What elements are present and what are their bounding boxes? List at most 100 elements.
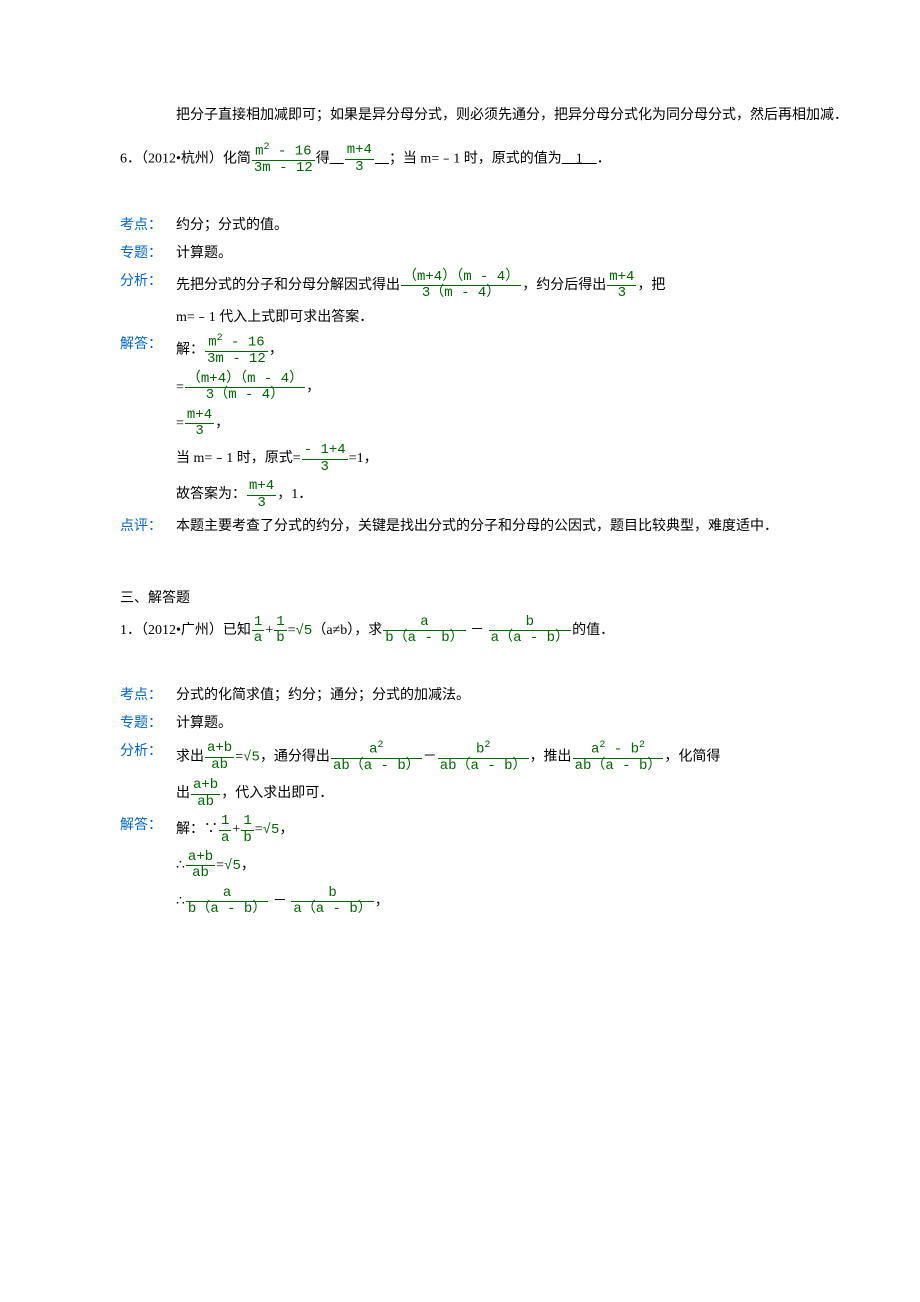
q1-fx-f3e: 2 bbox=[484, 740, 490, 751]
q6-jd-l3eq: = bbox=[176, 416, 184, 431]
q1-f1bn: 1 bbox=[274, 615, 286, 631]
q1-jd-l3f2: ba（a - b） bbox=[291, 886, 373, 918]
q6-jd-l1nt: - 16 bbox=[223, 335, 265, 351]
q1-jd-l1f2d: b bbox=[241, 831, 253, 846]
q6-f1d: 3m - 12 bbox=[252, 161, 315, 176]
q6-jd-l2f: （m+4）（m - 4）3（m - 4） bbox=[185, 372, 305, 404]
q6-jd-l4n: - 1+4 bbox=[302, 443, 348, 459]
q1-f2bn: b bbox=[489, 615, 571, 631]
q1-f1an: 1 bbox=[252, 615, 264, 631]
q1-jd-l3m: － bbox=[273, 894, 287, 909]
q1-fx-lbl: 分析： bbox=[120, 740, 176, 764]
q1-f1a: 1a bbox=[252, 615, 264, 647]
q6-a1d: 3 bbox=[345, 160, 374, 175]
q1-eq: = bbox=[288, 623, 296, 638]
q1-jd-l1: 解：∵1a+1b=√5， bbox=[176, 814, 860, 846]
q6-jd-l5: 故答案为：m+43，1． bbox=[176, 479, 860, 511]
q6-dp-lbl: 点评： bbox=[120, 515, 176, 539]
q6-fx-b: ，约分后得出 bbox=[522, 278, 606, 293]
q1-jd-l2fn: a+b bbox=[186, 850, 215, 866]
q6-jd-l4: 当 m=﹣1 时，原式=- 1+43=1， bbox=[176, 443, 860, 475]
q6-jd-l5n: m+4 bbox=[247, 479, 276, 495]
q1-jd-body: 解：∵1a+1b=√5， ∴a+bab=√5， ∴ab（a - b） － ba（… bbox=[176, 814, 860, 917]
q1-jd-l3f1n: a bbox=[186, 886, 268, 902]
q6-f1n: m bbox=[255, 143, 263, 159]
q1-jd-l1b: ， bbox=[279, 822, 293, 837]
q1-jd-lbl: 解答： bbox=[120, 814, 176, 838]
q1-sqrt: √5 bbox=[296, 623, 313, 639]
q6-fx-f1d: 3（m - 4） bbox=[401, 286, 521, 301]
q1-jd-l1a: 解：∵ bbox=[176, 822, 218, 837]
q6-kd-lbl: 考点： bbox=[120, 214, 176, 238]
q6-jd-l3n: m+4 bbox=[185, 408, 214, 424]
q6-jd-l2: =（m+4）（m - 4）3（m - 4）， bbox=[176, 372, 860, 404]
q6-jd-l5b: ，1． bbox=[277, 487, 312, 502]
q6-jd-l1a: 解： bbox=[176, 343, 204, 358]
q1-jd-l1f2: 1b bbox=[241, 814, 253, 846]
q1-jd-l3: ∴ab（a - b） － ba（a - b）， bbox=[176, 886, 860, 918]
q1-jd-l3a: ∴ bbox=[176, 894, 185, 909]
q6-jd-l1: 解：m2 - 163m - 12， bbox=[176, 333, 860, 367]
q6-fx-f1: （m+4）（m - 4）3（m - 4） bbox=[401, 270, 521, 302]
q1-fx-f2: a2ab（a - b） bbox=[331, 740, 422, 774]
q1-jd-l1f1d: a bbox=[219, 831, 231, 846]
q1-jieda: 解答： 解：∵1a+1b=√5， ∴a+bab=√5， ∴ab（a - b） －… bbox=[120, 814, 860, 917]
section-3-heading: 三、解答题 bbox=[120, 587, 860, 611]
q1-zhuanti: 专题： 计算题。 bbox=[120, 712, 860, 736]
q1-jd-l2fd: ab bbox=[186, 866, 215, 881]
q1-f2an: a bbox=[383, 615, 465, 631]
q6-dp-txt: 本题主要考查了分式的约分，关键是找出分式的分子和分母的公因式，题目比较典型，难度… bbox=[176, 515, 860, 539]
q1-kd-txt: 分式的化简求值；约分；通分；分式的加减法。 bbox=[176, 684, 860, 708]
q1-jd-l2f: a+bab bbox=[186, 850, 215, 882]
q1-zt-txt: 计算题。 bbox=[176, 712, 860, 736]
q1-fx-f1d: ab bbox=[205, 758, 234, 773]
q1-jd-l3b: ， bbox=[375, 894, 389, 909]
q1-kaodian: 考点： 分式的化简求值；约分；通分；分式的加减法。 bbox=[120, 684, 860, 708]
q1-jd-l3f2n: b bbox=[291, 886, 373, 902]
q6-jd-l4f: - 1+43 bbox=[302, 443, 348, 475]
q6-f1nt: - 16 bbox=[270, 143, 312, 159]
q1-jd-l2b: ， bbox=[241, 858, 255, 873]
q1-fx-f2d: ab（a - b） bbox=[331, 759, 422, 774]
q1-f2a: ab（a - b） bbox=[383, 615, 465, 647]
q1-f1b: 1b bbox=[274, 615, 286, 647]
q1-f2b: ba（a - b） bbox=[489, 615, 571, 647]
q6-jd-body: 解：m2 - 163m - 12， =（m+4）（m - 4）3（m - 4），… bbox=[176, 333, 860, 511]
q1-jd-l1eq: = bbox=[255, 822, 263, 837]
q6-fx-f1n: （m+4）（m - 4） bbox=[401, 270, 521, 286]
q1-f2bd: a（a - b） bbox=[489, 631, 571, 646]
q1-fx-b: = bbox=[235, 749, 243, 764]
q6-ans1: m+43 bbox=[330, 151, 389, 166]
q1-minus: － bbox=[470, 623, 484, 638]
q1-fx-c: ，通分得出 bbox=[260, 749, 330, 764]
q6-kaodian: 考点： 约分；分式的值。 bbox=[120, 214, 860, 238]
q1-fx-f4m: - b bbox=[605, 742, 639, 758]
q1-plus: + bbox=[265, 623, 273, 638]
q1-fx-f4d: ab（a - b） bbox=[573, 759, 664, 774]
q6-jd-l3b: ， bbox=[215, 416, 229, 431]
q1-fx-f4: a2 - b2ab（a - b） bbox=[573, 740, 664, 774]
q1-zt-lbl: 专题： bbox=[120, 712, 176, 736]
q6-jd-l2n: （m+4）（m - 4） bbox=[185, 372, 305, 388]
q1-jd-l2sq: √5 bbox=[224, 858, 241, 874]
q6-jieda: 解答： 解：m2 - 163m - 12， =（m+4）（m - 4）3（m -… bbox=[120, 333, 860, 511]
q1-fx2-b: ，代入求出即可． bbox=[221, 786, 333, 801]
q1-fx-f: ，化简得 bbox=[664, 749, 720, 764]
q6-prefix: 6．（2012•杭州）化简 bbox=[120, 151, 251, 166]
q6-jd-l2b: ， bbox=[306, 380, 320, 395]
q6-fx-line2: m=﹣1 代入上式即可求出答案． bbox=[176, 306, 860, 330]
carryover-text: 把分子直接相加减即可；如果是异分母分式，则必须先通分，把异分母分式化为同分母分式… bbox=[176, 104, 860, 128]
q1-fx2-f: a+bab bbox=[191, 778, 220, 810]
q6-jd-l3d: 3 bbox=[185, 424, 214, 439]
q6-fx-lbl: 分析： bbox=[120, 270, 176, 294]
q1-fx-f1n: a+b bbox=[205, 741, 234, 757]
q6-jd-l4d: 3 bbox=[302, 460, 348, 475]
q1-stem: 1．（2012•广州）已知1a+1b=√5（a≠b），求ab（a - b） － … bbox=[120, 615, 860, 647]
q6-fx-f2: m+43 bbox=[607, 270, 636, 302]
q1-fx-txt: 求出a+bab=√5，通分得出a2ab（a - b）－b2ab（a - b），推… bbox=[176, 740, 860, 774]
q6-jd-l4b: =1， bbox=[349, 452, 378, 467]
q1-kd-lbl: 考点： bbox=[120, 684, 176, 708]
q1-fx-sq: √5 bbox=[243, 749, 260, 765]
q1-jd-l2: ∴a+bab=√5， bbox=[176, 850, 860, 882]
q6-jd-l3f: m+43 bbox=[185, 408, 214, 440]
